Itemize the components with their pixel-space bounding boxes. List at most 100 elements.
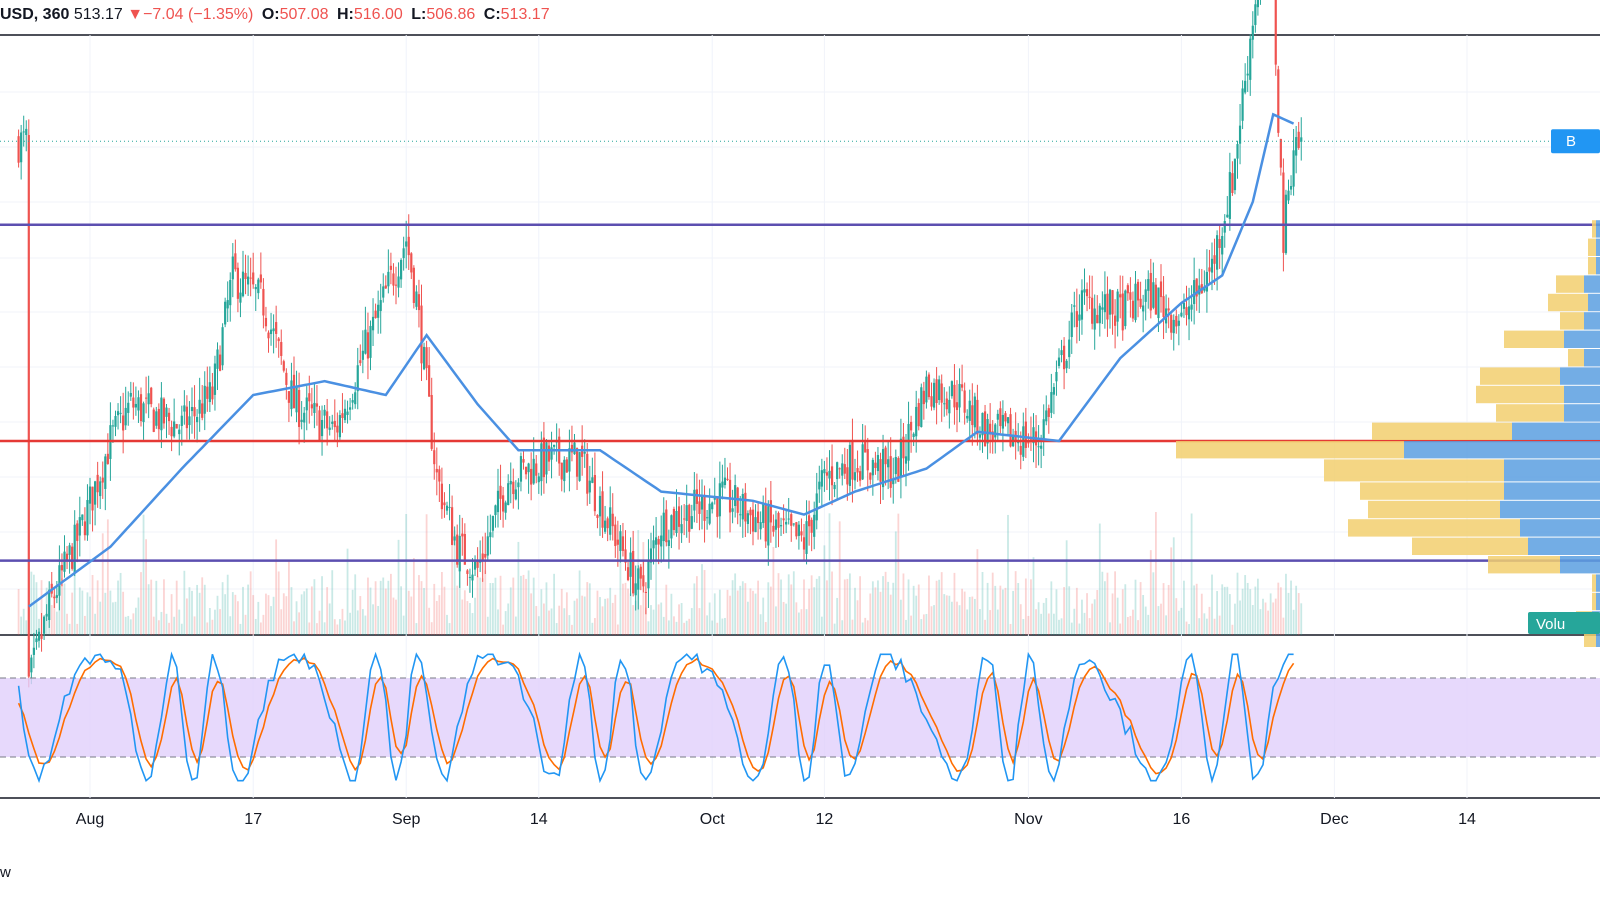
candle-body [1080,290,1084,320]
candle-body [843,464,846,474]
candle-body [1279,139,1282,168]
high-value: 516.00 [353,6,403,23]
volume-bar [1104,581,1106,635]
volume-bar [777,573,780,635]
volume-bar [563,608,566,635]
volume-bar [1285,573,1287,635]
close-label: C: [483,6,501,23]
volume-bar [1014,571,1017,635]
volume-bar [560,588,563,635]
volume-bar [147,584,150,635]
candle-body [713,496,716,500]
volume-bar [61,578,63,635]
candle-body [660,535,663,547]
volume-bar [303,591,306,635]
volume-bar [458,547,461,635]
volume-bar [206,622,209,635]
candle-body [249,277,252,279]
candle-body [537,476,540,483]
volume-profile-up [1584,275,1600,293]
volume-bar [673,616,675,635]
volume-bar [282,593,285,635]
candle-body [1226,214,1229,218]
candle-body [598,495,602,517]
candle-body [670,515,673,539]
volume-bar [310,586,313,635]
volume-bar [1251,605,1254,635]
candle-body [563,459,566,482]
volume-bar [826,580,828,635]
volume-bar [512,577,515,635]
candle-body [741,493,744,520]
volume-bar [759,614,762,635]
candle-body [298,390,301,427]
volume-bar [945,595,948,635]
volume-bar [262,614,265,635]
candle-body [838,468,841,470]
volume-bar [1226,586,1229,635]
volume-profile-down [1488,556,1560,574]
candle-body [708,503,711,524]
candle-body [1297,131,1300,148]
candle-body [58,565,61,596]
volume-bar [430,622,433,635]
candle-body [961,384,964,388]
volume-bar [805,609,808,635]
volume-bar [943,594,946,635]
volume-profile-down [1548,293,1588,312]
volume-bar [33,574,35,635]
symbol-label[interactable]: USD, 360 [0,6,70,23]
candle-body [578,452,581,481]
volume-bar [109,590,112,635]
candle-body [657,539,660,545]
volume-bar [525,578,527,635]
candle-body [349,407,352,410]
candle-body [966,415,969,419]
candle-body [134,403,137,408]
volume-bar [1132,609,1134,635]
volume-bar [808,588,810,635]
candle-body [935,379,938,404]
volume-bar [787,574,790,635]
candle-body [994,424,997,438]
candle-body [864,441,867,453]
candle-body [637,568,640,590]
volume-bar [632,605,635,635]
volume-bar [379,580,382,635]
volume-bar [237,601,239,635]
candle-body [884,447,887,465]
candle-body [229,279,232,306]
candle-body [876,454,880,472]
candle-body [1144,289,1147,302]
volume-bar [443,586,446,635]
candle-body [535,463,538,476]
volume-bar [84,615,86,635]
candle-body [1300,137,1303,142]
volume-bar [991,572,994,635]
candle-body [813,514,816,537]
candle-body [145,397,148,399]
volume-bar [1070,622,1073,635]
candle-body [290,380,293,410]
candle-body [1098,305,1101,324]
volume-profile-down [1412,537,1528,555]
volume-bar [803,579,805,635]
candle-body [1052,387,1055,395]
volume-bar [1200,593,1203,635]
volume-bar [127,615,130,635]
volume-bar [1126,617,1129,635]
volume-bar [601,606,604,635]
volume-profile-up [1500,500,1600,519]
candle-body [963,390,966,413]
volume-bar [1257,578,1259,635]
volume-bar [877,580,879,635]
candle-body [986,419,989,444]
volume-bar [769,586,772,635]
candle-body [973,396,976,428]
volume-bar [907,579,910,635]
candle-body [517,482,520,488]
volume-bar [469,603,471,635]
stochastic-k-line [17,651,1294,784]
volume-bar [688,618,691,635]
